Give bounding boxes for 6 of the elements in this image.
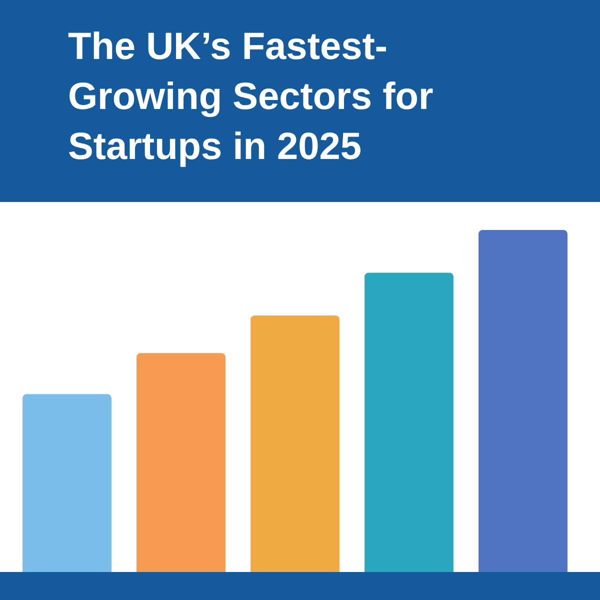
bar <box>364 272 454 572</box>
bar <box>478 230 568 572</box>
bar <box>250 316 340 572</box>
bar <box>136 353 226 572</box>
chart-title: The UK’s Fastest-Growing Sectors for Startups in 2025 <box>68 25 434 170</box>
bar <box>22 394 112 572</box>
